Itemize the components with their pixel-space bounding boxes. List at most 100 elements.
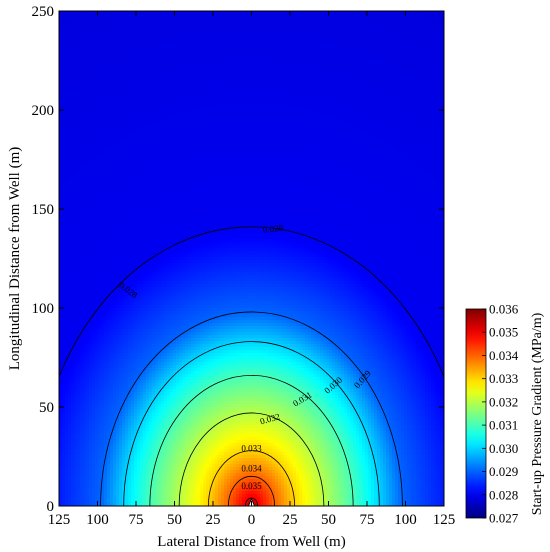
heatmap-cell (428, 17, 432, 21)
heatmap-cell (389, 65, 393, 69)
heatmap-cell (95, 50, 99, 54)
heatmap-cell (362, 59, 366, 63)
heatmap-cell (344, 86, 348, 90)
heatmap-cell (203, 62, 207, 66)
heatmap-cell (95, 71, 99, 75)
heatmap-cell (395, 47, 399, 51)
heatmap-cell (59, 86, 63, 90)
heatmap-cell (83, 53, 87, 57)
heatmap-cell (59, 29, 63, 33)
heatmap-cell (275, 26, 279, 30)
heatmap-cell (107, 23, 111, 27)
heatmap-cell (176, 92, 180, 96)
heatmap-cell (350, 53, 354, 57)
heatmap-cell (341, 89, 345, 93)
heatmap-cell (149, 20, 153, 24)
heatmap-cell (101, 47, 105, 51)
heatmap-cell (104, 14, 108, 18)
heatmap-cell (251, 50, 255, 54)
heatmap-cell (332, 89, 336, 93)
heatmap-cell (377, 14, 381, 18)
heatmap-cell (284, 62, 288, 66)
heatmap-cell (419, 68, 423, 72)
heatmap-cell (137, 59, 141, 63)
heatmap-cell (362, 41, 366, 45)
heatmap-cell (341, 11, 345, 15)
heatmap-cell (176, 86, 180, 90)
heatmap-cell (134, 23, 138, 27)
heatmap-cell (341, 59, 345, 63)
heatmap-cell (185, 89, 189, 93)
heatmap-cell (329, 86, 333, 90)
heatmap-cell (437, 38, 441, 42)
heatmap-cell (416, 26, 420, 30)
heatmap-cell (254, 38, 258, 42)
heatmap-cell (167, 17, 171, 21)
heatmap-cell (353, 17, 357, 21)
heatmap-cell (329, 77, 333, 81)
heatmap-cell (191, 68, 195, 72)
heatmap-cell (332, 59, 336, 63)
heatmap-cell (368, 86, 372, 90)
heatmap-cell (377, 83, 381, 87)
heatmap-cell (227, 74, 231, 78)
heatmap-cell (338, 68, 342, 72)
heatmap-cell (170, 44, 174, 48)
heatmap-cell (143, 86, 147, 90)
heatmap-cell (434, 32, 438, 36)
heatmap-cell (134, 62, 138, 66)
heatmap-cell (440, 17, 444, 21)
heatmap-cell (431, 29, 435, 33)
heatmap-cell (155, 41, 159, 45)
heatmap-cell (236, 92, 240, 96)
heatmap-cell (170, 35, 174, 39)
heatmap-cell (203, 83, 207, 87)
heatmap-cell (227, 86, 231, 90)
heatmap-cell (290, 86, 294, 90)
heatmap-cell (71, 44, 75, 48)
heatmap-cell (71, 23, 75, 27)
heatmap-cell (146, 53, 150, 57)
heatmap-cell (125, 80, 129, 84)
heatmap-cell (404, 23, 408, 27)
heatmap-cell (227, 23, 231, 27)
heatmap-cell (335, 11, 339, 15)
heatmap-cell (188, 89, 192, 93)
heatmap-cell (260, 11, 264, 15)
heatmap-cell (404, 35, 408, 39)
heatmap-cell (413, 11, 417, 15)
heatmap-cell (320, 53, 324, 57)
heatmap-cell (71, 92, 75, 96)
heatmap-cell (185, 86, 189, 90)
heatmap-cell (383, 77, 387, 81)
heatmap-cell (272, 41, 276, 45)
heatmap-cell (149, 14, 153, 18)
heatmap-cell (410, 50, 414, 54)
heatmap-cell (149, 11, 153, 15)
heatmap-cell (338, 53, 342, 57)
heatmap-cell (92, 80, 96, 84)
heatmap-cell (122, 77, 126, 81)
heatmap-cell (344, 26, 348, 30)
heatmap-cell (104, 41, 108, 45)
heatmap-cell (125, 53, 129, 57)
heatmap-cell (329, 74, 333, 78)
heatmap-cell (173, 83, 177, 87)
heatmap-cell (119, 26, 123, 30)
heatmap-cell (269, 53, 273, 57)
heatmap-cell (317, 86, 321, 90)
heatmap-cell (104, 65, 108, 69)
heatmap-cell (425, 71, 429, 75)
heatmap-cell (164, 92, 168, 96)
heatmap-cell (209, 68, 213, 72)
heatmap-cell (338, 29, 342, 33)
heatmap-cell (86, 74, 90, 78)
heatmap-cell (134, 35, 138, 39)
heatmap-cell (386, 71, 390, 75)
heatmap-cell (356, 56, 360, 60)
heatmap-cell (95, 29, 99, 33)
heatmap-cell (251, 17, 255, 21)
heatmap-cell (119, 83, 123, 87)
heatmap-cell (281, 38, 285, 42)
heatmap-cell (440, 50, 444, 54)
